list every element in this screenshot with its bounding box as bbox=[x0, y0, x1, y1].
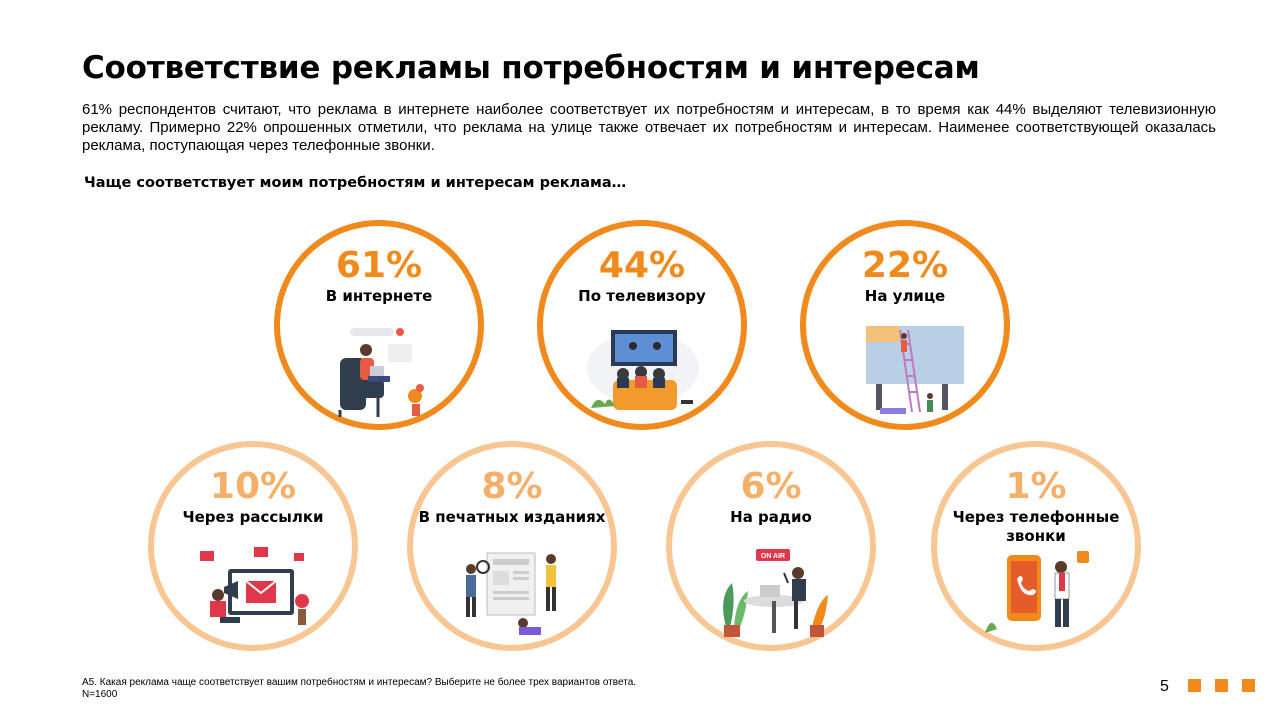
svg-text:ON AIR: ON AIR bbox=[761, 553, 785, 560]
stat-circle-street: 22% На улице bbox=[800, 220, 1010, 430]
stat-percent: 1% bbox=[1005, 466, 1067, 507]
stat-percent: 44% bbox=[598, 245, 686, 286]
footnote-question: А5. Какая реклама чаще соответствует ваш… bbox=[82, 677, 637, 688]
stat-label: Через телефонные звонки bbox=[952, 508, 1120, 545]
stat-label: На улице bbox=[864, 287, 946, 305]
page-number: 5 bbox=[1160, 678, 1169, 695]
stat-percent: 22% bbox=[861, 245, 949, 286]
decor-square bbox=[1215, 679, 1228, 692]
intro-paragraph: 61% респондентов считают, что реклама в … bbox=[82, 101, 1216, 154]
stat-circle-mailing: 10% Через рассылки bbox=[148, 441, 358, 651]
stat-circle-print: 8% В печатных изданиях bbox=[407, 441, 617, 651]
email-megaphone-icon bbox=[200, 547, 309, 625]
radio-studio-icon: ON AIR bbox=[723, 549, 828, 637]
footnote: А5. Какая реклама чаще соответствует ваш… bbox=[82, 677, 636, 701]
section-subtitle: Чаще соответствует моим потребностям и и… bbox=[84, 175, 627, 191]
stat-label: В интернете bbox=[325, 287, 433, 305]
stat-percent: 61% bbox=[335, 245, 423, 286]
stat-label: Через рассылки bbox=[182, 508, 324, 526]
billboard-ladder-icon bbox=[866, 326, 964, 414]
page-title: Соответствие рекламы потребностям и инте… bbox=[82, 50, 980, 86]
stat-circle-radio: 6% На радио ON AIR bbox=[666, 441, 876, 651]
decor-square bbox=[1188, 679, 1201, 692]
family-watching-tv-icon bbox=[587, 330, 699, 410]
stat-percent: 6% bbox=[740, 466, 802, 507]
stat-circle-tv: 44% По телевизору bbox=[537, 220, 747, 430]
stat-circle-internet: 61% В интернете bbox=[274, 220, 484, 430]
stat-label: В печатных изданиях bbox=[418, 508, 606, 526]
phone-call-icon bbox=[985, 551, 1089, 633]
newspaper-icon bbox=[466, 552, 556, 635]
footnote-sample: N=1600 bbox=[82, 689, 118, 700]
stat-percent: 10% bbox=[209, 466, 297, 507]
person-with-laptop-icon bbox=[338, 328, 424, 417]
decor-square bbox=[1242, 679, 1255, 692]
stat-circle-phone: 1% Через телефонные звонки bbox=[931, 441, 1141, 651]
stat-label: По телевизору bbox=[578, 287, 706, 305]
stat-label: На радио bbox=[730, 508, 812, 526]
stat-percent: 8% bbox=[481, 466, 543, 507]
